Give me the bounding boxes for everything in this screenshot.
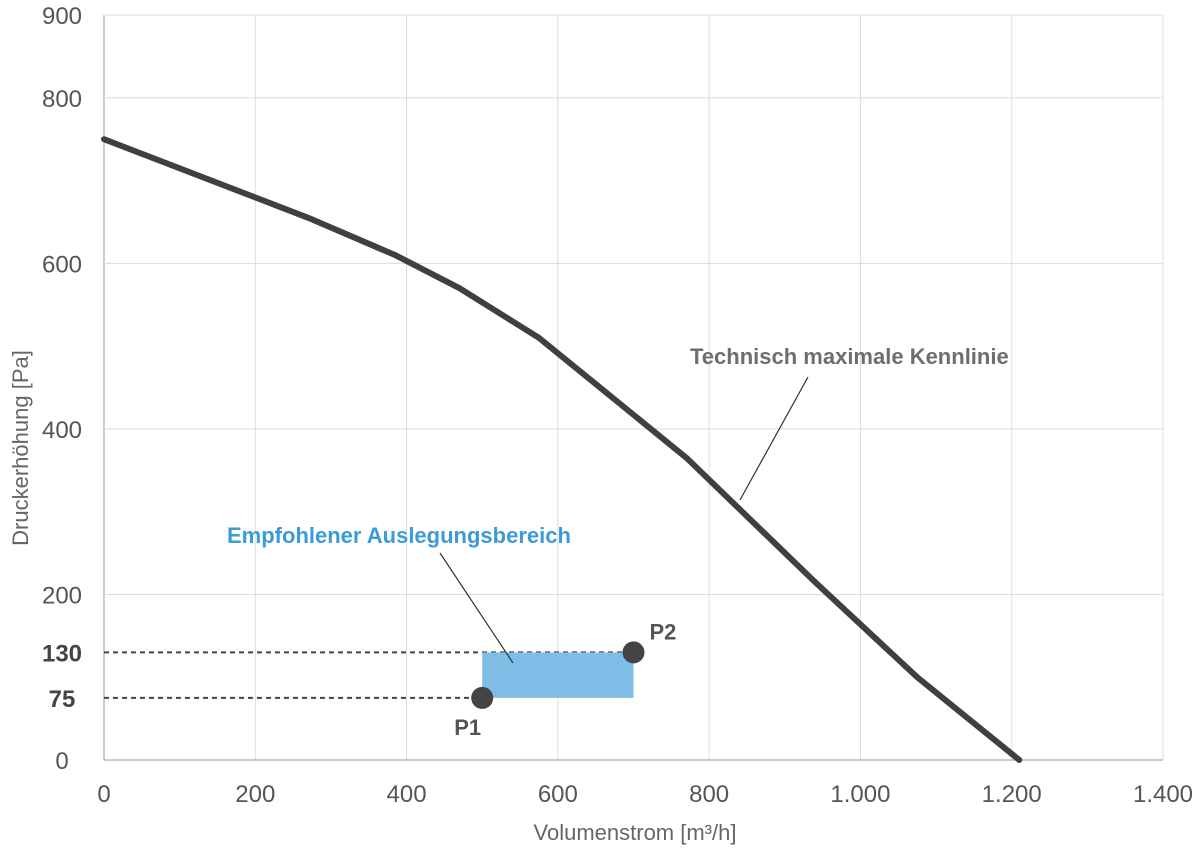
y-tick-label: 200 [42, 582, 82, 609]
operating-points: P1 P2 [454, 619, 676, 740]
x-tick-label: 0 [97, 781, 110, 808]
x-tick-label: 400 [387, 781, 427, 808]
y-tick-label: 400 [42, 417, 82, 444]
y-tick-label: 800 [42, 86, 82, 113]
point-label: P1 [454, 715, 481, 740]
x-tick-label: 1.400 [1133, 781, 1193, 808]
x-tick-label: 800 [689, 781, 729, 808]
curve-group [101, 136, 1023, 763]
y-emphasized-tick-label: 75 [49, 686, 76, 713]
region-leader-line [439, 552, 514, 664]
point-marker [622, 641, 645, 664]
y-emphasized-tick-label: 130 [42, 640, 82, 667]
point-label: P2 [650, 619, 677, 644]
recommended-region [482, 652, 634, 698]
annotation-leaders [439, 376, 809, 664]
region-rect [482, 652, 634, 698]
grid [103, 14, 1164, 761]
point-marker [471, 686, 494, 709]
region-annotation: Empfohlener Auslegungsbereich [227, 523, 571, 548]
y-tick-label: 600 [42, 251, 82, 278]
x-axis-label: Volumenstrom [m³/h] [534, 820, 737, 845]
y-tick-labels: 0 200 400 600 800 900 75 130 [42, 3, 82, 775]
x-tick-label: 1.000 [830, 781, 890, 808]
x-tick-labels: 0 200 400 600 800 1.000 1.200 1.400 [97, 781, 1193, 808]
x-tick-label: 600 [538, 781, 578, 808]
curve-line [101, 136, 1023, 763]
y-axis-label: Druckerhöhung [Pa] [8, 350, 33, 546]
curve-leader-line [739, 376, 809, 501]
x-tick-label: 200 [235, 781, 275, 808]
y-tick-label: 0 [55, 748, 68, 775]
y-tick-label: 900 [42, 3, 82, 30]
curve-annotation: Technisch maximale Kennlinie [690, 344, 1009, 369]
x-tick-label: 1.200 [982, 781, 1042, 808]
